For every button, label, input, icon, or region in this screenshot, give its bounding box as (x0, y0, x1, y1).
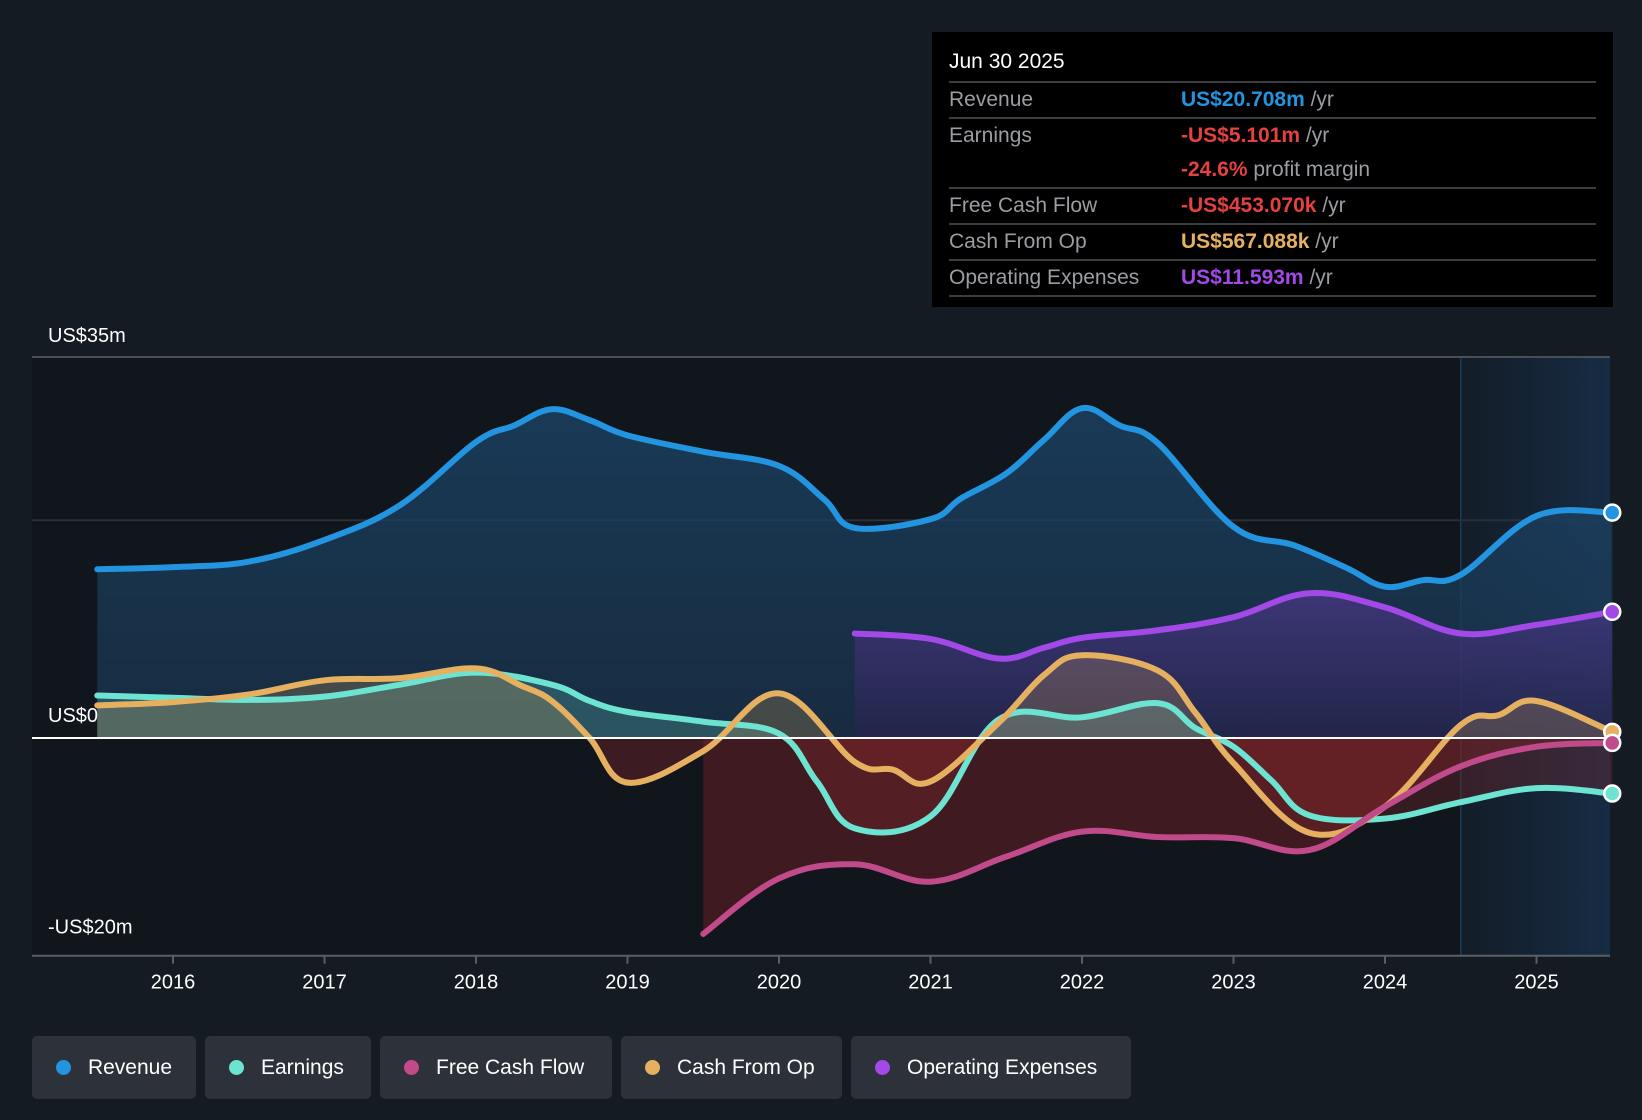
y-tick-label: -US$20m (48, 917, 132, 939)
tooltip-label: Free Cash Flow (949, 194, 1098, 217)
tooltip-date: Jun 30 2025 (949, 32, 1596, 83)
legend-item-operating-expenses[interactable]: Operating Expenses (851, 1036, 1131, 1099)
operating-expenses-end-marker (1603, 602, 1622, 622)
series-lines (94, 404, 1616, 937)
earnings-area-negative (97, 738, 1613, 833)
tooltip-value: -US$453.070k (1181, 194, 1317, 217)
x-tick-label: 2021 (908, 972, 953, 994)
tooltip-profit-margin: -24.6% (1181, 158, 1248, 181)
tooltip-value: -US$5.101m (1181, 124, 1301, 147)
x-tick-label: 2023 (1211, 972, 1256, 994)
free-cash-flow-line (700, 739, 1616, 937)
legend-item-free-cash-flow[interactable]: Free Cash Flow (380, 1036, 612, 1099)
legend-item-revenue[interactable]: Revenue (32, 1036, 196, 1099)
tooltip-suffix: /yr (1309, 230, 1339, 253)
earnings-line (94, 669, 1616, 836)
tooltip-label: Cash From Op (949, 230, 1087, 253)
legend-label: Cash From Op (677, 1055, 815, 1079)
x-tick-label: 2016 (151, 972, 196, 994)
tooltip-row-operating-expenses: Operating Expenses US$11.593m /yr (949, 261, 1596, 297)
legend: Revenue Earnings Free Cash Flow Cash Fro… (32, 1036, 1131, 1099)
tooltip-label: Earnings (949, 124, 1032, 147)
series-end-markers (1603, 503, 1622, 803)
tooltip-label: Operating Expenses (949, 266, 1140, 289)
legend-dot-icon (645, 1060, 660, 1075)
legend-item-earnings[interactable]: Earnings (205, 1036, 371, 1099)
legend-label: Revenue (87, 1055, 172, 1079)
x-tick-label: 2022 (1060, 972, 1105, 994)
x-tick-label: 2024 (1363, 972, 1408, 994)
y-axis-labels: US$35m US$0 -US$20m (48, 325, 132, 939)
tooltip-row-earnings: Earnings -US$5.101m /yr -24.6% profit ma… (949, 119, 1596, 189)
tooltip-row-free-cash-flow: Free Cash Flow -US$453.070k /yr (949, 189, 1596, 225)
operating-expenses-area-positive (854, 592, 1613, 738)
legend-dot-icon (56, 1060, 71, 1075)
legend-dot-icon (229, 1060, 244, 1075)
y-tick-label: US$35m (48, 325, 126, 347)
tooltip-suffix: /yr (1303, 266, 1333, 289)
revenue-line (94, 404, 1616, 591)
revenue-end-marker (1603, 503, 1622, 522)
tooltip-row-revenue: Revenue US$20.708m /yr (949, 83, 1596, 119)
tooltip-suffix: /yr (1304, 88, 1334, 111)
x-tick-label: 2020 (757, 972, 802, 994)
x-tick-label: 2017 (302, 972, 347, 994)
legend-label: Earnings (261, 1055, 344, 1079)
tooltip-label: Revenue (949, 88, 1034, 111)
cash-from-op-area-positive (97, 655, 1613, 738)
legend-label: Free Cash Flow (436, 1055, 585, 1079)
tooltip-value: US$11.593m (1181, 266, 1304, 289)
legend-dot-icon (875, 1060, 890, 1075)
tooltip-row-cash-from-op: Cash From Op US$567.088k /yr (949, 225, 1596, 261)
tooltip-value: US$20.708m (1181, 88, 1305, 111)
free-cash-flow-end-marker (1603, 733, 1622, 753)
operating-expenses-line (851, 590, 1616, 662)
x-tick-label: 2019 (605, 972, 650, 994)
tooltip-suffix: /yr (1300, 124, 1330, 147)
earnings-area-positive (97, 672, 1613, 738)
earnings-end-marker (1603, 784, 1622, 803)
legend-label: Operating Expenses (907, 1055, 1098, 1079)
x-axis: 2016 2017 2018 2019 2020 2021 2022 2023 2024 2025 (32, 954, 1610, 994)
tooltip-value: US$567.088k (1181, 230, 1310, 253)
tooltip-suffix: profit margin (1247, 158, 1371, 181)
tooltip: Jun 30 2025 Revenue US$20.708m /yr Earni… (932, 32, 1613, 307)
x-tick-label: 2025 (1514, 972, 1559, 994)
legend-dot-icon (404, 1060, 419, 1075)
y-tick-label: US$0 (48, 705, 98, 727)
x-tick-label: 2018 (454, 972, 499, 994)
tooltip-suffix: /yr (1316, 194, 1346, 217)
legend-item-cash-from-op[interactable]: Cash From Op (621, 1036, 842, 1099)
